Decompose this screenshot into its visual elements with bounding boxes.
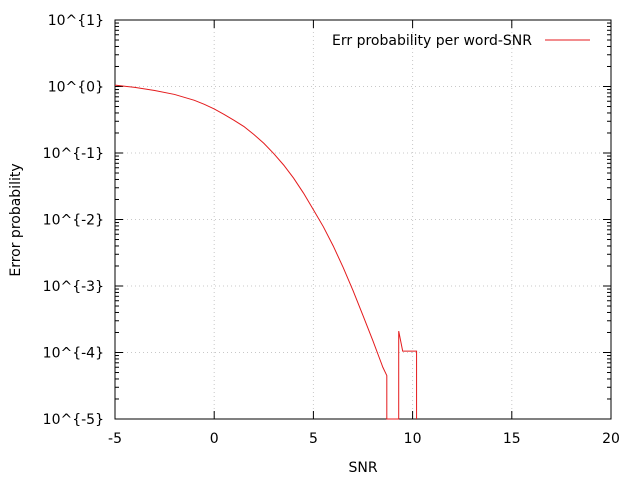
y-axis-label: Error probability [8,163,24,276]
y-tick-label: 10^{-5} [43,412,104,428]
x-tick-label: 20 [602,431,620,447]
grid-layer [115,20,611,419]
legend-label-err-probability: Err probability per word-SNR [332,33,532,49]
x-tick-label: -5 [108,431,122,447]
x-axis-label: SNR [348,460,377,476]
legend: Err probability per word-SNR [332,33,590,49]
tick-labels-layer: -5 0 5 10 15 20 10^{1} 10^{0} 10^{-1} 10^{-2} 10^{… [43,13,620,447]
x-tick-label: 10 [404,431,422,447]
y-tick-label: 10^{-2} [43,213,104,229]
y-tick-label: 10^{-1} [43,146,104,162]
x-tick-label: 15 [503,431,521,447]
x-tick-label: 5 [309,431,318,447]
ticks-layer [114,19,612,420]
series-line-err-probability [114,84,418,420]
series-layer [114,84,418,420]
y-tick-label: 10^{-3} [43,279,104,295]
x-tick-label: 0 [210,431,219,447]
y-tick-label: 10^{0} [48,80,104,96]
y-tick-label: 10^{-4} [43,346,104,362]
y-tick-label: 10^{1} [48,13,104,29]
